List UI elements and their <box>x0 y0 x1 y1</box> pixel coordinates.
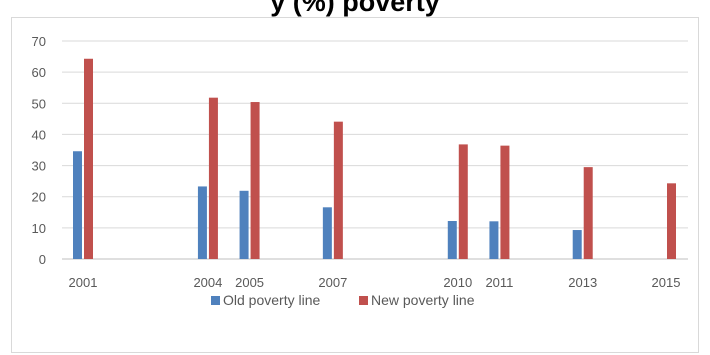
bar-new-2007 <box>333 121 343 259</box>
x-tick-label-2015: 2015 <box>652 275 681 290</box>
y-tick-label-70: 70 <box>32 34 46 49</box>
bar-new-2013 <box>583 167 593 259</box>
bar-new-2001 <box>84 58 93 259</box>
bar-old-2011 <box>489 221 499 259</box>
y-tick-label-60: 60 <box>32 65 46 80</box>
y-axis-ticks: 0 10 20 30 40 50 60 70 <box>32 34 46 267</box>
legend-label-new: New poverty line <box>371 292 475 308</box>
bar-old-2007 <box>322 207 332 259</box>
bar-old-2004 <box>197 186 207 259</box>
bar-new-2010 <box>458 144 468 259</box>
x-tick-label-2011: 2011 <box>485 275 513 290</box>
x-tick-label-2004: 2004 <box>193 275 222 290</box>
gridlines <box>62 40 688 260</box>
bar-old-2013 <box>572 230 582 259</box>
chart-title-fragment: y (%) poverty <box>270 0 440 17</box>
legend-swatch-new <box>359 296 368 305</box>
legend-swatch-old <box>211 296 220 305</box>
legend: Old poverty line New poverty line <box>211 292 475 308</box>
y-tick-label-10: 10 <box>32 221 46 236</box>
bar-new-2004 <box>208 97 218 260</box>
x-tick-label-2013: 2013 <box>568 275 597 290</box>
y-tick-label-30: 30 <box>32 159 46 174</box>
x-tick-label-2001: 2001 <box>69 275 98 290</box>
bar-old-2001 <box>73 151 82 259</box>
chart-frame <box>11 17 699 353</box>
x-tick-label-2007: 2007 <box>318 275 347 290</box>
y-tick-label-40: 40 <box>32 127 46 142</box>
bar-new-2015 <box>667 183 676 259</box>
bar-old-2005 <box>239 190 249 259</box>
legend-label-old: Old poverty line <box>223 292 320 308</box>
x-tick-label-2010: 2010 <box>443 275 472 290</box>
x-tick-label-2005: 2005 <box>235 275 264 290</box>
y-tick-label-50: 50 <box>32 96 46 111</box>
x-axis-ticks: 2001 2004 2005 2007 2010 2011 2013 2015 <box>69 275 681 290</box>
title-strip: y (%) poverty <box>0 0 710 26</box>
y-tick-label-0: 0 <box>39 252 46 267</box>
bar-old-2010 <box>447 221 457 259</box>
bar-new-2005 <box>250 102 260 259</box>
bar-new-2011 <box>500 145 510 259</box>
bars <box>73 58 676 260</box>
y-tick-label-20: 20 <box>32 190 46 205</box>
